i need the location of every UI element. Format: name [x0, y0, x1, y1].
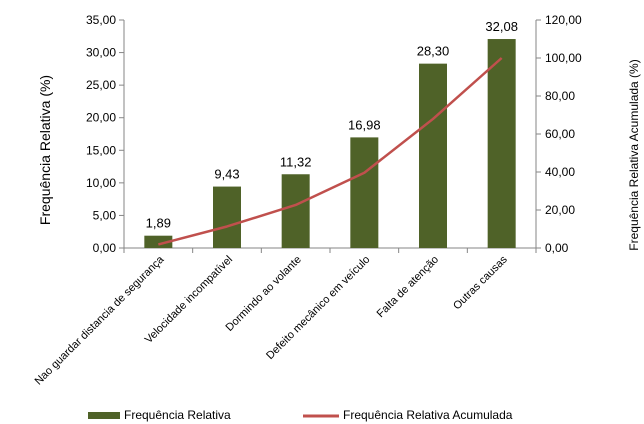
y-axis-title: Frequência Relativa (%)	[37, 75, 53, 225]
bar-data-label: 28,30	[417, 44, 450, 59]
cumulative-line	[158, 57, 503, 246]
y-tick-label: 5,00	[93, 208, 117, 222]
y-tick-label: 0,00	[93, 241, 117, 255]
plot-area: 0,00 5,00 10,00 15,00 20,00 25,00 30,00 35,00 0,…	[33, 13, 582, 388]
y-tick-label: 20,00	[86, 111, 116, 125]
y-tick-label: 30,00	[86, 46, 116, 60]
y2-tick-label: 100,00	[545, 51, 582, 65]
y-tick-label: 10,00	[86, 176, 116, 190]
y-tick-label: 15,00	[86, 143, 116, 157]
y-tick-label: 35,00	[86, 13, 116, 27]
bar-data-label: 11,32	[280, 154, 312, 169]
y2-tick-label: 20,00	[545, 203, 575, 217]
bar	[419, 63, 447, 248]
bar-data-label: 32,08	[485, 19, 518, 34]
y2-tick-label: 60,00	[545, 127, 575, 141]
legend-label-bar: Frequência Relativa	[124, 408, 231, 422]
y2-tick-label: 0,00	[545, 241, 569, 255]
x-category-label: Nao guardar distancia de segurança	[33, 253, 168, 388]
y-tick-label: 25,00	[86, 78, 116, 92]
y2-tick-label: 80,00	[545, 89, 575, 103]
legend-swatch-bar	[88, 412, 120, 419]
x-category-label: Outras causas	[451, 253, 510, 312]
bar-data-label: 9,43	[214, 167, 239, 182]
x-category-label: Falta de atenção	[375, 254, 441, 320]
bar	[350, 137, 379, 248]
bar	[144, 235, 173, 248]
bar	[281, 174, 310, 248]
x-category-label: Dormindo ao volante	[224, 254, 304, 334]
bar	[213, 186, 241, 248]
legend-label-line: Frequência Relativa Acumulada	[343, 408, 513, 422]
bar	[487, 39, 516, 248]
legend: Frequência Relativa Frequência Relativa …	[88, 408, 513, 422]
bar-data-label: 16,98	[348, 117, 381, 132]
y2-tick-label: 40,00	[545, 165, 575, 179]
y2-axis-title: Frequência Relativa Acumulada (%)	[627, 59, 641, 250]
y2-tick-label: 120,00	[545, 13, 582, 27]
bar-data-label: 1,89	[146, 216, 171, 231]
